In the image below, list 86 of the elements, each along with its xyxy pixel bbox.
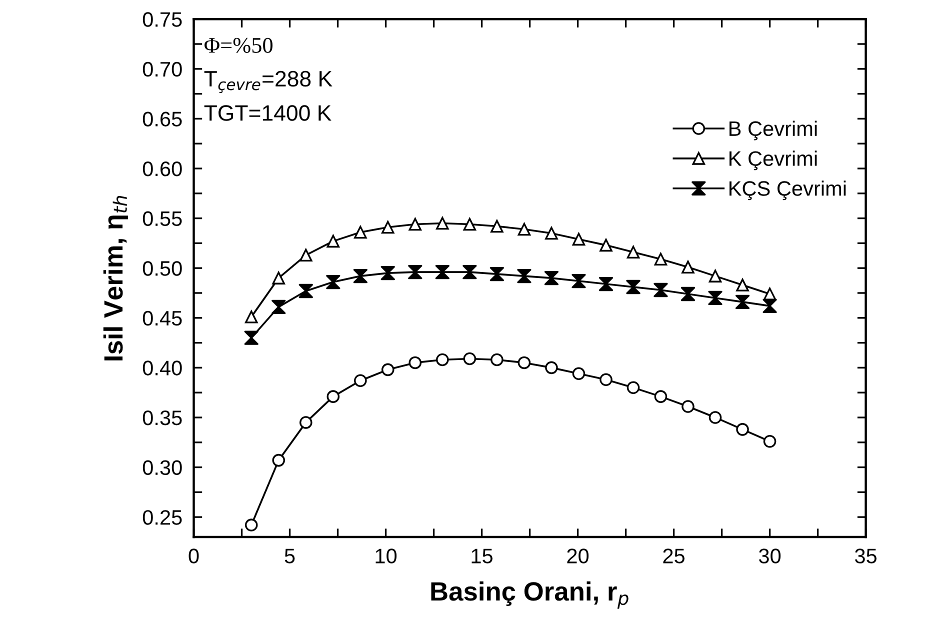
point: [354, 374, 367, 388]
point: [436, 216, 449, 230]
point: [326, 390, 340, 403]
point: [654, 252, 668, 266]
annotation: T$_{çevre}$=288 K: [204, 70, 332, 94]
point: [654, 282, 668, 298]
point: [544, 270, 559, 286]
point: [736, 278, 749, 292]
point: [518, 356, 531, 370]
y-tick-label: 0.30: [142, 460, 182, 476]
point: [600, 238, 612, 252]
point: [463, 352, 476, 366]
x-tick-label: 30: [759, 548, 781, 564]
x-tick-label: 15: [472, 548, 492, 564]
point: [735, 294, 750, 310]
point: [353, 268, 368, 284]
point: [326, 274, 340, 290]
y-tick-label: 0.35: [142, 410, 182, 426]
point: [435, 264, 450, 280]
point: [762, 298, 777, 314]
y-tick-label: 0.40: [142, 360, 182, 376]
point: [600, 373, 612, 386]
point: [299, 416, 312, 429]
y-tick-label: 0.65: [142, 112, 182, 126]
x-tick-label: 20: [567, 548, 589, 564]
point: [763, 434, 776, 448]
x-tick-label: 10: [376, 548, 397, 564]
y-tick-label: 0.25: [142, 510, 182, 525]
point: [272, 272, 286, 284]
point: [680, 286, 696, 302]
point: [682, 260, 694, 274]
x-tick-label: 35: [855, 548, 877, 564]
y-axis-title: Isil Verim, η$_{th}$: [103, 196, 128, 360]
point: [490, 220, 504, 233]
point: [381, 220, 394, 234]
point: [408, 356, 422, 370]
point: [572, 274, 586, 288]
point: [626, 280, 640, 294]
x-axis-title: Basinç Orani, r$_{p}$: [431, 581, 628, 609]
point: [626, 246, 640, 259]
point: [654, 390, 668, 403]
point: [708, 290, 722, 306]
annotation: Φ=%50: [204, 38, 272, 53]
point: [517, 268, 532, 284]
legend-label: K Çevrimi: [730, 150, 817, 170]
point: [490, 353, 504, 366]
point: [462, 264, 477, 280]
point: [626, 381, 640, 394]
legend-label: B Çevrimi: [730, 120, 817, 140]
point: [272, 454, 286, 467]
point: [299, 248, 312, 262]
point: [381, 363, 394, 376]
point: [354, 226, 367, 239]
x-tick-label: 25: [663, 548, 684, 564]
legend-label: KÇS Çevrimi: [730, 180, 846, 200]
point: [244, 330, 258, 345]
annotation: TGT=1400 K: [204, 105, 332, 121]
point: [572, 367, 586, 380]
point: [518, 222, 531, 236]
point: [572, 232, 586, 246]
y-tick-label: 0.50: [142, 261, 182, 276]
point: [380, 266, 395, 280]
point: [682, 400, 694, 413]
point: [463, 218, 476, 231]
point: [244, 310, 258, 324]
y-tick-label: 0.70: [142, 62, 182, 77]
point: [598, 276, 614, 292]
point: [545, 226, 558, 240]
y-tick-label: 0.45: [142, 310, 182, 326]
point: [408, 264, 422, 280]
y-tick-label: 0.55: [142, 211, 182, 226]
point: [708, 411, 722, 424]
point: [326, 234, 340, 248]
point: [272, 300, 286, 314]
x-tick-label: 5: [284, 548, 295, 564]
point: [298, 284, 313, 298]
y-tick-label: 0.60: [142, 162, 182, 176]
point: [244, 518, 258, 532]
point: [408, 218, 422, 231]
point: [436, 353, 449, 366]
x-tick-label: 0: [188, 548, 199, 564]
point: [708, 270, 722, 282]
y-tick-label: 0.75: [142, 12, 182, 27]
point: [545, 361, 558, 374]
point: [490, 266, 504, 282]
point: [736, 423, 749, 436]
